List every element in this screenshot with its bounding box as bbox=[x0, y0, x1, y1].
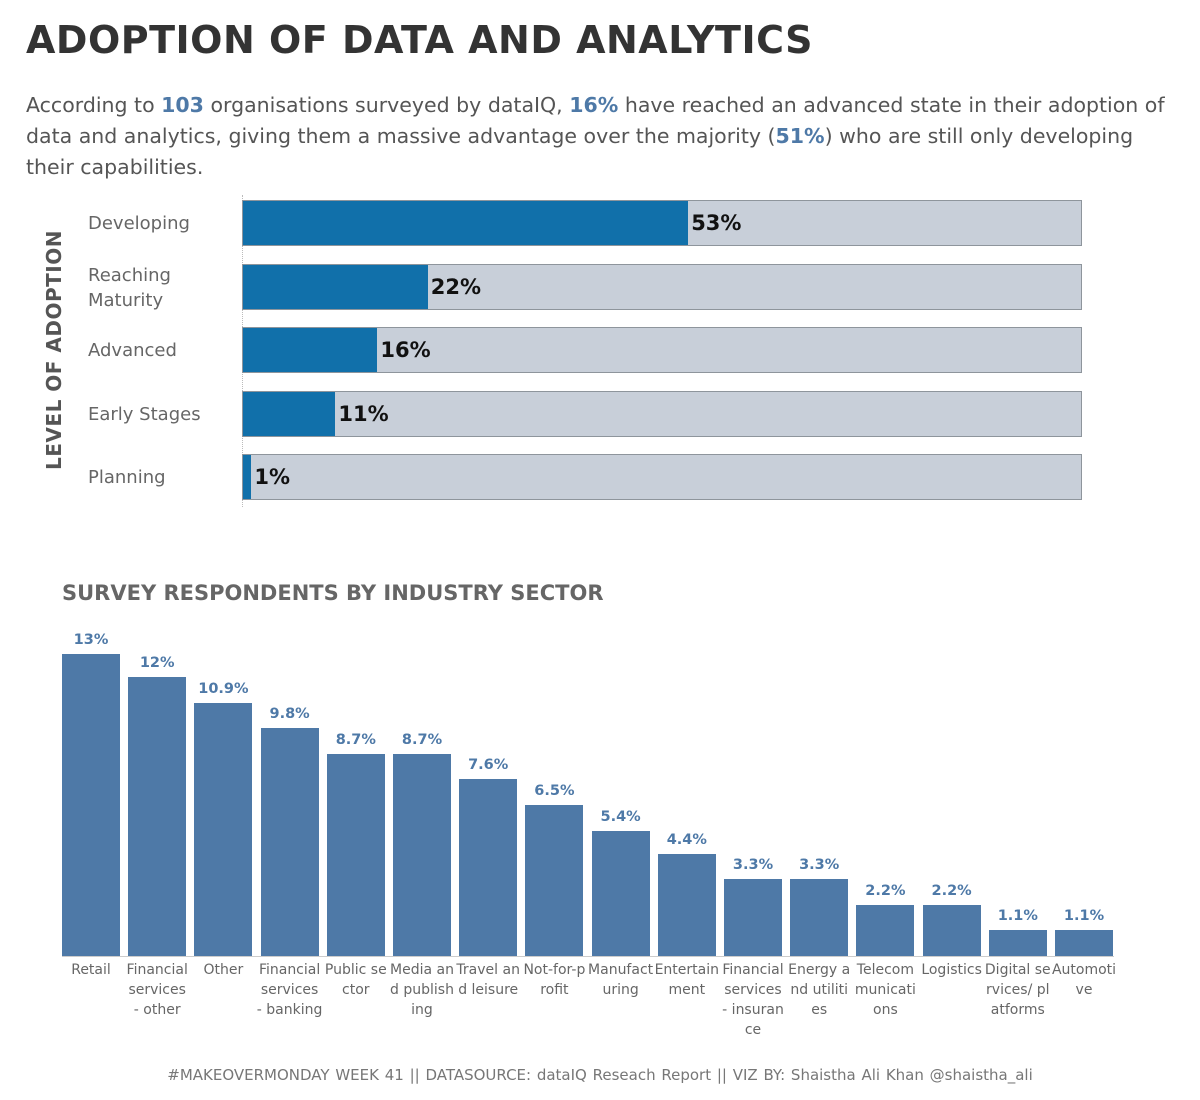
sector-bar bbox=[459, 779, 518, 956]
sector-bar bbox=[128, 677, 187, 956]
adoption-row: Developing 53% bbox=[0, 200, 1200, 248]
adoption-value-label: 1% bbox=[254, 465, 291, 489]
sector-chart-title: SURVEY RESPONDENTS BY INDUSTRY SECTOR bbox=[62, 581, 604, 605]
adoption-row: Planning 1% bbox=[0, 454, 1200, 502]
sector-category-label: Telecommunications bbox=[854, 962, 916, 1018]
sector-value-label: 1.1% bbox=[1063, 908, 1105, 925]
adoption-category-label: Advanced bbox=[88, 340, 177, 361]
sector-category-label: Not-for-profit bbox=[523, 962, 586, 998]
adoption-value-label: 11% bbox=[338, 401, 389, 426]
sector-category-label: Financial services - insurance bbox=[722, 962, 784, 1038]
adoption-bar-track: 16% bbox=[242, 327, 1082, 373]
respondent-count: 103 bbox=[161, 93, 204, 117]
sector-bar bbox=[194, 702, 253, 956]
sector-bar bbox=[591, 830, 650, 956]
sector-bar bbox=[1055, 930, 1113, 956]
intro-text: According to 103 organisations surveyed … bbox=[26, 90, 1176, 183]
sector-category-label: Travel and leisure bbox=[456, 962, 520, 998]
adoption-bar bbox=[243, 455, 252, 499]
sector-bar bbox=[724, 879, 782, 956]
adoption-category-label: Planning bbox=[88, 467, 166, 488]
sector-axis-baseline bbox=[62, 956, 1114, 957]
sector-value-label: 3.3% bbox=[732, 857, 774, 874]
sector-bar bbox=[260, 728, 319, 956]
adoption-row: Advanced 16% bbox=[0, 327, 1200, 375]
sector-value-label: 3.3% bbox=[799, 857, 840, 874]
adoption-bar-track: 11% bbox=[242, 390, 1082, 437]
adoption-value-label: 53% bbox=[691, 211, 742, 235]
sector-bar bbox=[62, 654, 120, 956]
adoption-category-label: Developing bbox=[88, 213, 190, 234]
sector-bar bbox=[525, 805, 584, 956]
adoption-bar-track: 1% bbox=[242, 454, 1082, 500]
sector-bar bbox=[856, 904, 915, 956]
page-title: ADOPTION OF DATA AND ANALYTICS bbox=[26, 18, 814, 62]
sector-value-label: 8.7% bbox=[401, 731, 443, 748]
adoption-bar bbox=[243, 391, 336, 436]
adoption-bar-track: 53% bbox=[242, 200, 1082, 246]
adoption-row: Reaching Maturity 22% bbox=[0, 263, 1200, 312]
footer-credits: #MAKEOVERMONDAY WEEK 41 || DATASOURCE: d… bbox=[167, 1066, 1033, 1084]
majority-share: 51% bbox=[775, 124, 825, 148]
sector-category-label: Other bbox=[203, 962, 244, 978]
sector-category-label: Public sector bbox=[324, 962, 387, 998]
adoption-category-label: Reaching Maturity bbox=[88, 264, 171, 311]
adoption-category-label: Early Stages bbox=[88, 403, 201, 425]
sector-value-label: 7.6% bbox=[468, 757, 509, 774]
sector-value-label: 8.7% bbox=[335, 731, 376, 748]
intro-text-part: ) who are still only developing their ca… bbox=[26, 124, 1134, 179]
intro-text-part: According to bbox=[26, 93, 162, 117]
adoption-bar bbox=[243, 201, 689, 245]
advanced-share: 16% bbox=[569, 93, 619, 117]
sector-value-label: 13% bbox=[73, 632, 109, 648]
sector-value-label: 4.4% bbox=[666, 831, 707, 848]
sector-bar bbox=[657, 853, 716, 956]
sector-bar bbox=[988, 930, 1047, 956]
sector-value-label: 2.2% bbox=[931, 882, 972, 899]
sector-value-label: 6.5% bbox=[534, 783, 575, 799]
sector-category-label: Automotive bbox=[1051, 962, 1117, 998]
adoption-bar bbox=[243, 264, 428, 309]
adoption-row: Early Stages 11% bbox=[0, 390, 1200, 439]
sector-category-label: Manufacturing bbox=[588, 962, 654, 998]
sector-value-label: 10.9% bbox=[198, 680, 249, 697]
sector-category-label: Retail bbox=[71, 962, 111, 978]
sector-bar bbox=[922, 904, 981, 956]
adoption-bar-track: 22% bbox=[242, 263, 1082, 310]
sector-category-label: Energy and utilities bbox=[788, 962, 851, 1018]
sector-value-label: 2.2% bbox=[865, 882, 906, 899]
sector-category-label: Financial services - other bbox=[126, 962, 188, 1018]
sector-value-label: 9.8% bbox=[269, 706, 310, 723]
sector-category-label: Entertainment bbox=[654, 962, 719, 998]
adoption-value-label: 16% bbox=[380, 338, 431, 362]
adoption-value-label: 22% bbox=[430, 274, 482, 299]
intro-text-part: have reached an advanced state in their … bbox=[26, 93, 1165, 148]
sector-category-label: Media and publishing bbox=[390, 962, 454, 1018]
sector-value-label: 5.4% bbox=[600, 808, 641, 825]
adoption-bar bbox=[243, 328, 378, 372]
sector-value-label: 1.1% bbox=[997, 908, 1038, 925]
intro-text-part: organisations surveyed by dataIQ, bbox=[203, 93, 570, 117]
sector-category-label: Logistics bbox=[921, 962, 982, 978]
sector-bar bbox=[790, 879, 849, 956]
sector-category-label: Digital services/ platforms bbox=[984, 962, 1051, 1018]
sector-bar bbox=[393, 753, 451, 956]
sector-value-label: 12% bbox=[139, 655, 175, 672]
sector-category-label: Financial services - banking bbox=[256, 962, 323, 1018]
sector-bar bbox=[326, 753, 385, 956]
